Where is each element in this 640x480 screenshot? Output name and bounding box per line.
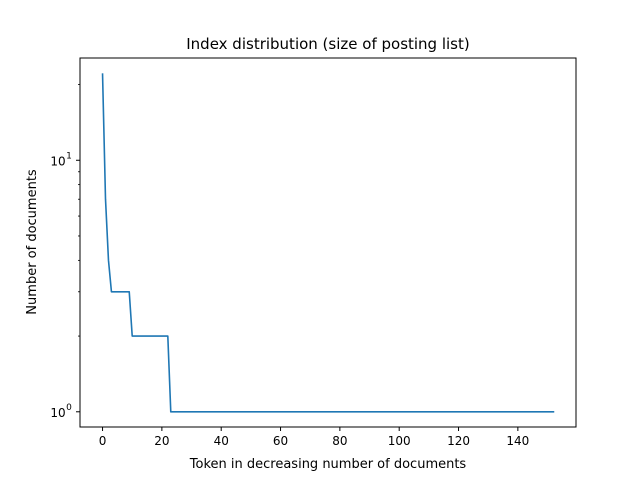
x-axis-label: Token in decreasing number of documents: [189, 457, 467, 472]
y-tick-label-base: 10: [50, 406, 65, 420]
y-tick-label-exponent: 1: [66, 151, 72, 161]
x-tick-label: 20: [154, 434, 169, 448]
x-tick-label: 60: [273, 434, 288, 448]
y-axis-label: Number of documents: [25, 169, 40, 315]
y-tick-label: 10 1: [50, 151, 72, 168]
y-tick-label: 10 0: [50, 403, 72, 420]
plot-frame: [79, 57, 577, 428]
x-axis: 0 20 40 60 80 100 120 140: [99, 427, 529, 448]
x-tick-label: 100: [388, 434, 411, 448]
x-tick-label: 40: [214, 434, 229, 448]
series-layer: [101, 73, 555, 413]
y-tick-label-base: 10: [50, 154, 65, 168]
series-line: [101, 73, 555, 413]
x-tick-label: 0: [99, 434, 107, 448]
x-tick-label: 140: [506, 434, 529, 448]
x-tick-label: 80: [332, 434, 347, 448]
chart-title: Index distribution (size of posting list…: [186, 35, 469, 53]
x-tick-label: 120: [447, 434, 470, 448]
y-tick-label-exponent: 0: [66, 403, 72, 413]
plot-area: [79, 57, 577, 428]
